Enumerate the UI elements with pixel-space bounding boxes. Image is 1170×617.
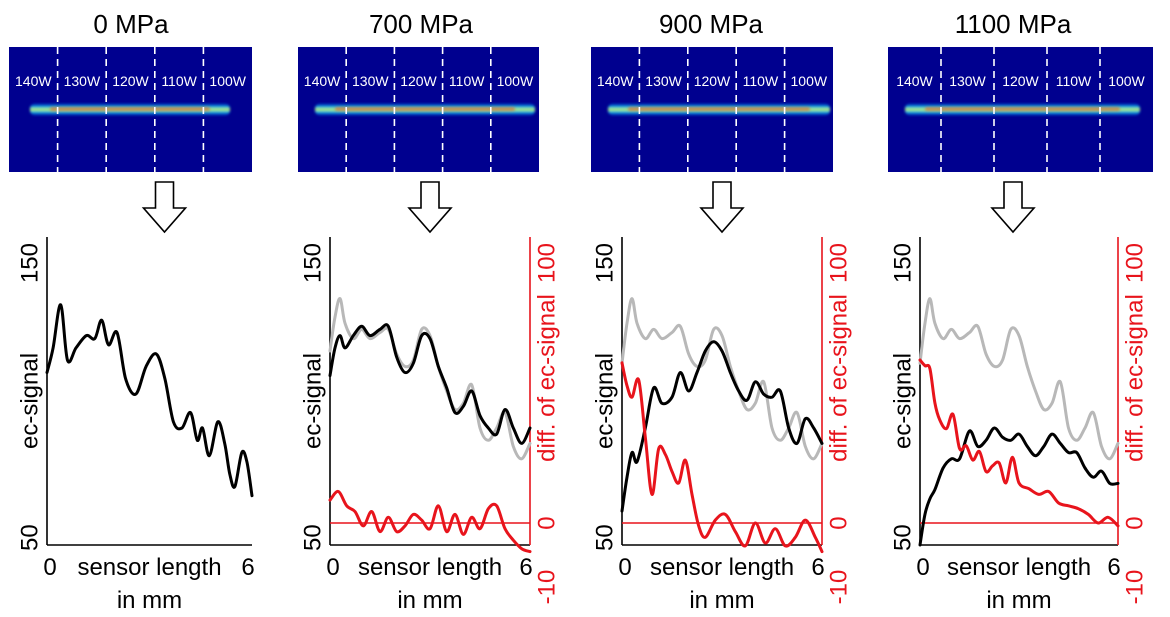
power-zone-label: 140W — [597, 73, 634, 89]
current-signal-line — [328, 323, 532, 445]
x-axis-label: sensor length — [947, 554, 1091, 581]
x-axis-unit-label: in mm — [397, 587, 462, 614]
down-arrow-outline-icon — [407, 181, 453, 234]
x-tick-label: 0 — [326, 554, 339, 581]
chart-title: 0 MPa — [93, 9, 169, 39]
chart-panel-0: 0 MPa 140W 130W 120W 110W 100W 150 50 ec-signal 0… — [9, 9, 255, 614]
power-zone-label: 120W — [400, 73, 437, 89]
y2-tick-label: -10 — [1121, 570, 1148, 605]
y-axis-label: ec-signal — [16, 353, 43, 449]
y-tick-label: 50 — [299, 524, 326, 551]
power-zone-label: 130W — [645, 73, 682, 89]
x-tick-label: 0 — [43, 554, 56, 581]
power-zone-label: 110W — [449, 73, 485, 89]
thermal-hot-core — [335, 107, 515, 111]
down-arrow-outline-icon — [990, 181, 1036, 234]
chart-panel-1: 700 MPa 140W 130W 120W 110W 100W 150 50 ec-signa… — [298, 9, 560, 614]
power-zone-label: 100W — [497, 73, 534, 89]
thermal-hot-core — [628, 107, 810, 111]
y2-tick-label: 100 — [1121, 243, 1148, 283]
reference-signal-line — [918, 297, 1120, 461]
x-axis-unit-label: in mm — [986, 587, 1051, 614]
chart-title: 1100 MPa — [955, 9, 1072, 39]
y2-tick-label: 0 — [825, 516, 852, 529]
y-tick-label: 150 — [591, 243, 618, 283]
thermal-hot-core — [925, 107, 1120, 111]
power-zone-label: 110W — [1056, 73, 1092, 89]
y2-tick-label: 100 — [533, 243, 560, 283]
y-tick-label: 50 — [16, 524, 43, 551]
y-axis-label: ec-signal — [299, 353, 326, 449]
power-zone-label: 120W — [1002, 73, 1039, 89]
x-tick-label: 6 — [519, 554, 532, 581]
reference-signal-line — [328, 297, 532, 461]
power-zone-label: 130W — [352, 73, 389, 89]
y-tick-label: 50 — [591, 524, 618, 551]
power-zone-label: 120W — [694, 73, 731, 89]
y2-axis-label: diff. of ec-signal — [533, 294, 560, 462]
power-zone-label: 130W — [949, 73, 986, 89]
power-zone-label: 140W — [896, 73, 933, 89]
x-axis-label: sensor length — [358, 554, 502, 581]
power-zone-label: 140W — [304, 73, 341, 89]
power-zone-label: 140W — [15, 73, 52, 89]
y2-axis-label: diff. of ec-signal — [1121, 294, 1148, 462]
x-tick-label: 0 — [916, 554, 929, 581]
thermal-hot-core — [50, 107, 210, 111]
y2-tick-label: 0 — [1121, 516, 1148, 529]
current-signal-line — [918, 426, 1120, 547]
power-zone-label: 100W — [791, 73, 828, 89]
x-tick-label: 0 — [618, 554, 631, 581]
power-zone-label: 110W — [743, 73, 779, 89]
difference-signal-line — [918, 358, 1120, 528]
y2-axis-label: diff. of ec-signal — [825, 294, 852, 462]
current-signal-line — [620, 340, 824, 513]
y-tick-label: 150 — [889, 243, 916, 283]
y-tick-label: 50 — [889, 524, 916, 551]
down-arrow-outline-icon — [141, 181, 188, 234]
y-tick-label: 150 — [299, 243, 326, 283]
y2-tick-label: -10 — [533, 570, 560, 605]
y-axis-label: ec-signal — [889, 353, 916, 449]
x-axis-unit-label: in mm — [117, 587, 182, 614]
power-zone-label: 130W — [64, 73, 101, 89]
current-signal-line — [45, 303, 254, 498]
x-axis-label: sensor length — [650, 554, 794, 581]
x-axis-unit-label: in mm — [689, 587, 754, 614]
power-zone-label: 100W — [209, 73, 246, 89]
y2-tick-label: 0 — [533, 516, 560, 529]
power-zone-label: 110W — [161, 73, 197, 89]
power-zone-label: 120W — [112, 73, 149, 89]
chart-title: 900 MPa — [659, 9, 764, 39]
chart-panel-3: 1100 MPa 140W 130W 120W 110W 100W 150 50 ec-sign… — [888, 9, 1153, 614]
x-tick-label: 6 — [241, 554, 254, 581]
chart-panel-2: 900 MPa 140W 130W 120W 110W 100W 150 50 ec-signa… — [591, 9, 852, 614]
x-tick-label: 6 — [1107, 554, 1120, 581]
power-zone-label: 100W — [1108, 73, 1145, 89]
down-arrow-outline-icon — [699, 181, 745, 234]
difference-signal-line — [328, 489, 532, 554]
y2-tick-label: -10 — [825, 570, 852, 605]
x-tick-label: 6 — [811, 554, 824, 581]
x-axis-label: sensor length — [77, 554, 221, 581]
y2-tick-label: 100 — [825, 243, 852, 283]
chart-title: 700 MPa — [369, 9, 474, 39]
y-axis-label: ec-signal — [591, 353, 618, 449]
difference-signal-line — [620, 361, 824, 554]
y-tick-label: 150 — [16, 243, 43, 283]
